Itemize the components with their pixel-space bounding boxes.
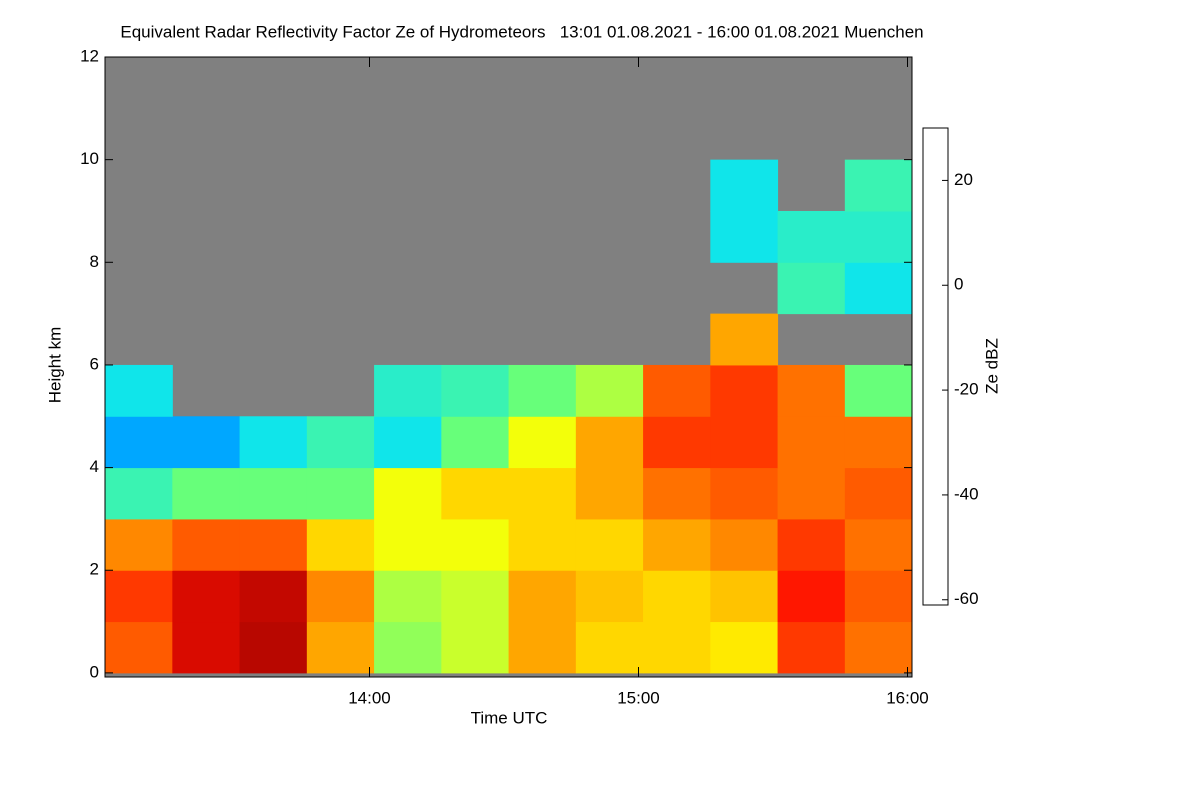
heatmap-cell xyxy=(105,467,173,520)
heatmap-cell xyxy=(844,416,913,469)
y-tick-label: 2 xyxy=(90,560,99,579)
heatmap-cell xyxy=(374,467,442,520)
x-tick-label: 15:00 xyxy=(617,688,660,707)
heatmap-cell xyxy=(844,364,913,417)
heatmap-cell xyxy=(710,313,779,366)
heatmap-cell xyxy=(374,364,442,417)
heatmap-cell xyxy=(844,262,913,315)
heatmap-cell xyxy=(710,416,779,469)
heatmap-cell xyxy=(575,518,644,571)
heatmap-cell xyxy=(575,364,644,417)
heatmap-cell xyxy=(374,570,442,623)
colorbar-tick-label: -60 xyxy=(954,589,979,608)
heatmap-cell xyxy=(777,416,846,469)
heatmap-cell xyxy=(105,364,173,417)
heatmap-cell xyxy=(777,518,846,571)
heatmap-cell xyxy=(710,621,779,674)
plot-frame xyxy=(104,56,913,678)
heatmap-cell xyxy=(441,364,510,417)
heatmap-cell xyxy=(374,518,442,571)
heatmap-cell xyxy=(306,416,375,469)
heatmap-cell xyxy=(172,621,241,674)
heatmap-cell xyxy=(239,570,308,623)
heatmap-cell xyxy=(508,570,577,623)
heatmap-cell xyxy=(777,570,846,623)
heatmap-cell xyxy=(172,416,241,469)
heatmap-cell xyxy=(710,570,779,623)
heatmap-cell xyxy=(105,518,173,571)
heatmap-cell xyxy=(575,416,644,469)
colorbar-tick-label: -20 xyxy=(954,380,979,399)
colorbar-tick-label: 20 xyxy=(954,170,973,189)
heatmap-cell xyxy=(643,570,711,623)
heatmap-cell xyxy=(508,518,577,571)
y-tick-label: 6 xyxy=(90,354,99,373)
heatmap-cell xyxy=(239,621,308,674)
heatmap-cell xyxy=(172,570,241,623)
heatmap-cell xyxy=(777,467,846,520)
heatmap-cell xyxy=(643,416,711,469)
heatmap-cell xyxy=(239,467,308,520)
heatmap-cell xyxy=(508,621,577,674)
heatmap-cell xyxy=(441,518,510,571)
heatmap-cell xyxy=(441,467,510,520)
heatmap-cell xyxy=(306,518,375,571)
y-tick-label: 4 xyxy=(90,457,99,476)
heatmap-cell xyxy=(777,210,846,263)
chart-title: Equivalent Radar Reflectivity Factor Ze … xyxy=(120,22,923,41)
heatmap-cell xyxy=(508,416,577,469)
heatmap-cell xyxy=(374,621,442,674)
heatmap-cell xyxy=(710,159,779,212)
heatmap-cell xyxy=(777,262,846,315)
heatmap-cell xyxy=(508,364,577,417)
heatmap-cell xyxy=(643,621,711,674)
heatmap-cell xyxy=(844,570,913,623)
heatmap-cell xyxy=(575,570,644,623)
heatmap-cell xyxy=(374,416,442,469)
heatmap-cell xyxy=(105,570,173,623)
colorbar xyxy=(922,127,949,606)
x-tick-label: 14:00 xyxy=(348,688,391,707)
colorbar-tick-label: -40 xyxy=(954,484,979,503)
y-axis-label: Height km xyxy=(45,327,64,404)
heatmap-cell xyxy=(508,467,577,520)
heatmap-cell xyxy=(239,518,308,571)
heatmap-cell xyxy=(777,364,846,417)
y-tick-label: 12 xyxy=(80,46,99,65)
heatmap-cell xyxy=(105,621,173,674)
heatmap-cell xyxy=(844,159,913,212)
heatmap-cell xyxy=(306,467,375,520)
heatmap-cell xyxy=(172,518,241,571)
x-axis-label: Time UTC xyxy=(471,708,548,727)
x-tick-label: 16:00 xyxy=(886,688,929,707)
heatmap-cell xyxy=(844,210,913,263)
colorbar-tick-label: 0 xyxy=(954,275,963,294)
heatmap-cell xyxy=(575,467,644,520)
heatmap-cell xyxy=(306,621,375,674)
heatmap-cell xyxy=(306,570,375,623)
heatmap-cell xyxy=(441,621,510,674)
heatmap-cell xyxy=(105,416,173,469)
heatmap-cell xyxy=(575,621,644,674)
y-tick-label: 8 xyxy=(90,252,99,271)
heatmap-cell xyxy=(441,570,510,623)
heatmap-cell xyxy=(172,467,241,520)
heatmap-cell xyxy=(710,518,779,571)
heatmap-cell xyxy=(441,416,510,469)
heatmap-cell xyxy=(643,467,711,520)
heatmap-cell xyxy=(643,518,711,571)
y-tick-label: 0 xyxy=(90,662,99,681)
y-tick-label: 10 xyxy=(80,149,99,168)
colorbar-label: Ze dBZ xyxy=(982,338,1001,394)
heatmap-cell xyxy=(710,210,779,263)
heatmap-cell xyxy=(844,467,913,520)
heatmap-cell xyxy=(643,364,711,417)
heatmap-cell xyxy=(844,621,913,674)
heatmap-cell xyxy=(710,364,779,417)
heatmap-cell xyxy=(710,467,779,520)
heatmap-cell xyxy=(777,621,846,674)
heatmap-cell xyxy=(844,518,913,571)
heatmap-cell xyxy=(239,416,308,469)
